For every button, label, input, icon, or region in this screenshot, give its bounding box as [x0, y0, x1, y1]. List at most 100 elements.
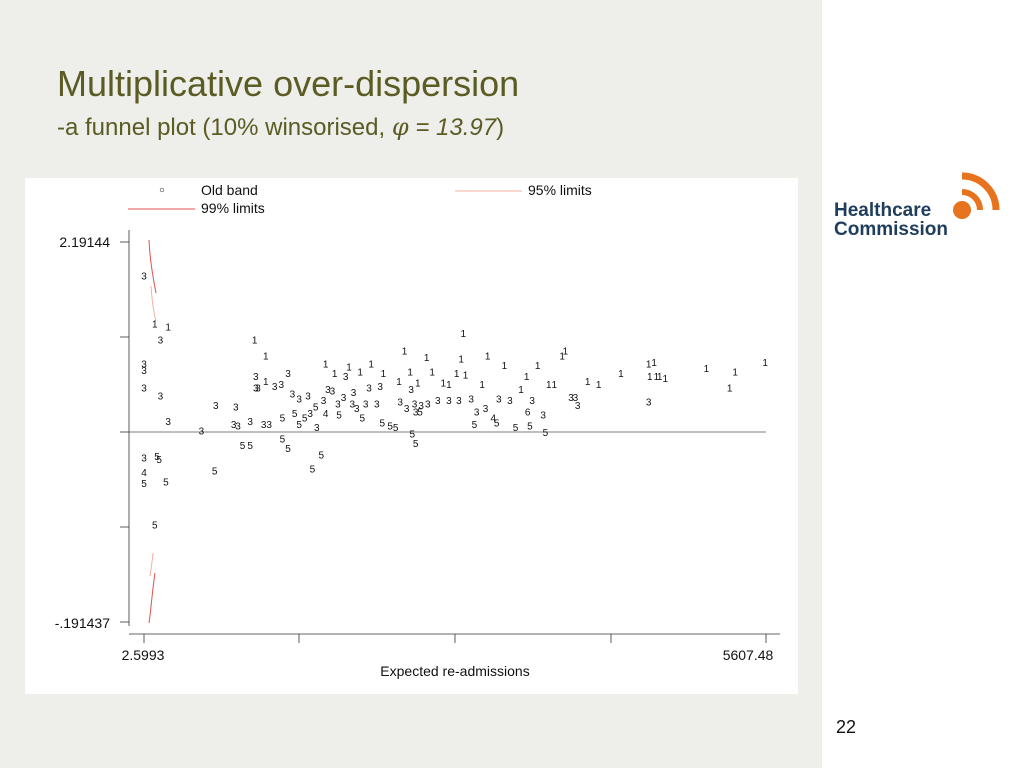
data-point-marker: 3 — [341, 393, 347, 404]
x-tick-label-last: 5607.48 — [723, 647, 774, 663]
data-point-marker: 3 — [305, 391, 311, 402]
data-point-marker: 1 — [732, 367, 738, 378]
data-point-marker: 5 — [380, 418, 386, 429]
data-point-marker: 3 — [425, 399, 431, 410]
data-point-marker: 1 — [463, 371, 469, 382]
data-point-marker: 3 — [483, 404, 489, 415]
data-point-marker: 3 — [199, 426, 205, 437]
slide-subtitle: -a funnel plot (10% winsorised, φ = 13.9… — [57, 113, 504, 142]
data-point-marker: 5 — [247, 441, 253, 452]
data-point-marker: 1 — [663, 374, 669, 385]
data-point-marker: 3 — [261, 420, 267, 431]
data-point-marker: 3 — [231, 420, 237, 431]
data-point-marker: 3 — [377, 382, 383, 393]
data-point-marker: 3 — [141, 272, 147, 283]
data-point-marker: 3 — [363, 399, 369, 410]
data-point-marker: 1 — [596, 380, 602, 391]
data-point-marker: 3 — [266, 420, 272, 431]
data-point-marker: 3 — [646, 398, 652, 409]
data-point-marker: 3 — [165, 417, 171, 428]
data-point-marker: 5 — [417, 407, 423, 418]
data-point-marker: 1 — [502, 361, 508, 372]
data-point-marker: 1 — [332, 369, 338, 380]
funnel-plot: Old band 95% limits 99% limits 2.19144 -… — [55, 182, 780, 679]
data-point-marker: 1 — [647, 372, 653, 383]
data-point-marker: 5 — [280, 414, 286, 425]
data-point-marker: 3 — [158, 336, 164, 347]
data-point-marker: 5 — [280, 434, 286, 445]
data-point-marker: 5 — [156, 455, 162, 466]
data-point-marker: 1 — [518, 385, 524, 396]
data-point-marker: 1 — [415, 379, 421, 390]
data-point-marker: 3 — [397, 398, 403, 409]
data-point-marker: 5 — [513, 423, 519, 434]
logo-arc-inner-icon — [961, 189, 983, 211]
data-point-marker: 3 — [247, 417, 253, 428]
data-point-marker: 1 — [396, 377, 402, 388]
logo-text-line2: Commission — [834, 219, 948, 240]
upper-95-limit — [150, 285, 157, 322]
data-point-marker: 3 — [213, 401, 219, 412]
data-point-marker: 3 — [446, 396, 452, 407]
chart-legend: Old band 95% limits 99% limits — [128, 182, 592, 216]
data-point-marker: 5 — [212, 466, 218, 477]
data-point-marker: 1 — [263, 377, 269, 388]
data-point-marker: 3 — [468, 395, 474, 406]
data-point-marker: 3 — [141, 383, 147, 394]
legend-label-old-band: Old band — [201, 182, 258, 198]
data-point-marker: 3 — [418, 401, 424, 412]
x-axis-title: Expected re-admissions — [380, 663, 529, 679]
data-point-marker: 5 — [410, 430, 416, 441]
legend-marker-old-band — [159, 187, 165, 193]
lower-99-limit — [148, 572, 156, 624]
upper-99-limit — [148, 239, 157, 294]
subtitle-prefix: -a funnel plot (10% winsorised, — [57, 114, 392, 141]
data-point-marker: 1 — [152, 320, 158, 331]
data-point-marker: 3 — [141, 454, 147, 465]
data-point-marker: 5 — [413, 439, 419, 450]
data-point-marker: 4 — [141, 468, 147, 479]
data-point-marker: 3 — [330, 387, 336, 398]
data-point-marker: 3 — [507, 396, 513, 407]
data-point-marker: 3 — [314, 423, 320, 434]
data-point-marker: 1 — [454, 369, 460, 380]
data-point-marker: 5 — [494, 418, 500, 429]
data-point-marker: 3 — [366, 383, 372, 394]
data-point-marker: 4 — [491, 414, 497, 425]
data-point-marker: 1 — [441, 379, 447, 390]
data-point-marker: 1 — [585, 377, 591, 388]
data-point-marker: 1 — [461, 329, 467, 340]
data-point-marker: 5 — [319, 450, 325, 461]
data-point-marker: 5 — [292, 409, 298, 420]
data-point-marker: 1 — [402, 347, 408, 358]
data-point-marker: 3 — [575, 401, 581, 412]
data-point-marker: 5 — [310, 465, 316, 476]
funnel-limit-curves — [148, 239, 157, 624]
y-tick-label-bottom: -.191437 — [55, 615, 110, 631]
data-point-marker: 3 — [307, 409, 313, 420]
data-point-marker: 1 — [762, 358, 768, 369]
data-point-marker: 3 — [343, 372, 349, 383]
data-point-marker: 1 — [646, 359, 652, 370]
data-point-marker: 1 — [704, 364, 710, 375]
data-point-marker: 3 — [279, 380, 285, 391]
data-point-marker: 1 — [424, 353, 430, 364]
logo-dot-icon — [953, 201, 971, 219]
data-point-marker: 5 — [360, 414, 366, 425]
data-point-marker: 5 — [336, 411, 342, 422]
data-point-marker: 1 — [654, 372, 660, 383]
data-point-marker: 3 — [321, 396, 327, 407]
data-point-marker: 1 — [407, 367, 413, 378]
data-point-marker: 6 — [525, 407, 531, 418]
data-point-marker: 5 — [543, 428, 549, 439]
data-point-marker: 3 — [412, 399, 418, 410]
data-point-marker: 3 — [158, 391, 164, 402]
data-point-marker: 5 — [163, 477, 169, 488]
data-point-marker: 3 — [540, 411, 546, 422]
data-point-marker: 1 — [546, 380, 552, 391]
data-point-marker: 1 — [651, 358, 657, 369]
data-point-marker: 3 — [456, 396, 462, 407]
data-point-marker: 1 — [657, 372, 663, 383]
data-point-marker: 1 — [727, 383, 733, 394]
